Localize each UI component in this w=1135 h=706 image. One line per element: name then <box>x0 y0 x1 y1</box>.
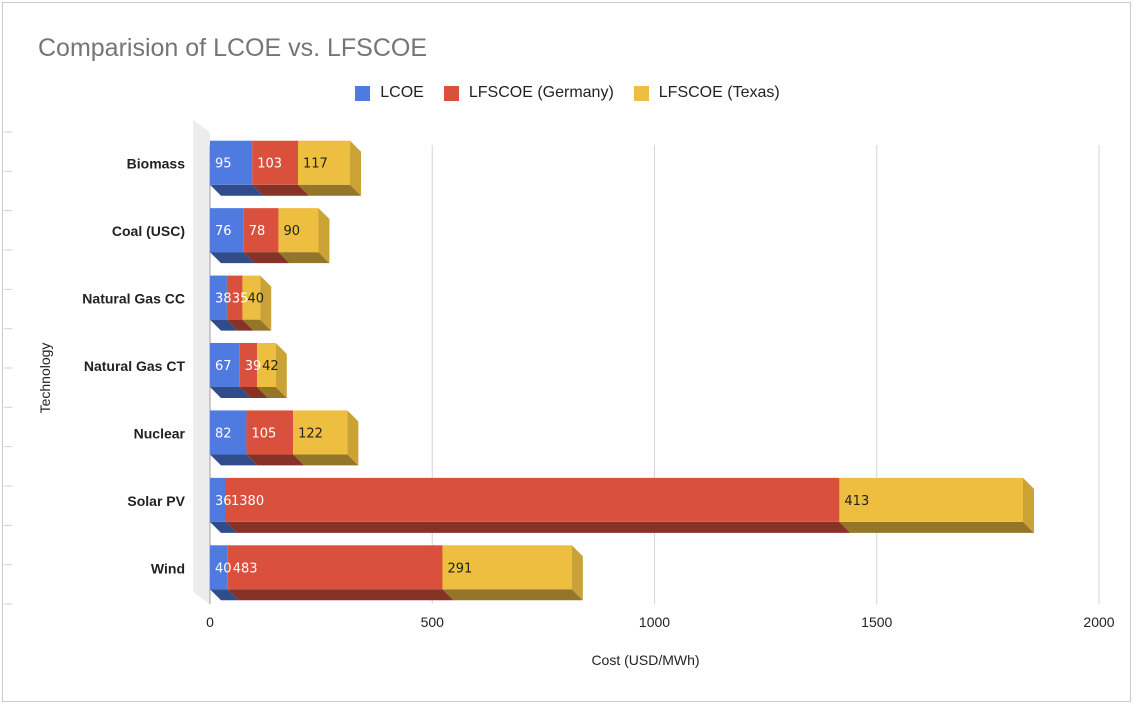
data-label-solar-pv-lfscoe-germany: 1380 <box>231 494 264 509</box>
bar-bottom-nuclear-lcoe <box>210 454 258 466</box>
bar-bottom-biomass-lfscoe-germany <box>252 184 310 196</box>
category-label-nuclear: Nuclear <box>134 425 186 441</box>
data-label-biomass-lfscoe-germany: 103 <box>257 157 282 172</box>
bar-bottom-wind-lcoe <box>210 589 239 601</box>
data-label-nuclear-lfscoe-germany: 105 <box>251 426 276 441</box>
x-tick-label-1000: 1000 <box>639 614 670 630</box>
bar-bottom-natural-gas-ct-lfscoe-germany <box>239 387 269 398</box>
plot-side-wall <box>193 120 210 604</box>
bar-natural-gas-cc-lfscoe-texas <box>242 275 261 320</box>
data-label-wind-lfscoe-texas: 291 <box>447 561 472 576</box>
bar-wind-lcoe <box>210 545 228 590</box>
bar-bottom-wind-lfscoe-texas <box>442 589 583 601</box>
bar-bottom-natural-gas-ct-lfscoe-texas <box>257 387 287 398</box>
legend-item-lfscoe-texas: LFSCOE (Texas) <box>633 84 780 102</box>
bar-natural-gas-ct-lfscoe-texas <box>257 343 276 387</box>
bar-bottom-wind-lfscoe-germany <box>227 589 454 601</box>
bar-nuclear-lfscoe-germany <box>246 410 294 455</box>
category-label-solar-pv: Solar PV <box>127 493 185 509</box>
data-label-coal-usc-lcoe: 76 <box>215 224 232 239</box>
category-label-coal-usc: Coal (USC) <box>112 223 185 239</box>
data-label-biomass-lcoe: 95 <box>215 157 232 172</box>
legend-item-lcoe: LCOE <box>355 84 424 102</box>
bar-bottom-nuclear-lfscoe-texas <box>293 454 359 466</box>
data-label-natural-gas-ct-lcoe: 67 <box>215 359 232 374</box>
category-label-wind: Wind <box>151 560 185 576</box>
bar-end-solar-pv <box>1022 477 1034 533</box>
data-label-natural-gas-ct-lfscoe-texas: 42 <box>262 359 279 374</box>
bar-bottom-coal-usc-lcoe <box>210 252 255 264</box>
bar-nuclear-lfscoe-texas <box>293 410 348 455</box>
bar-end-coal-usc <box>318 208 330 264</box>
bar-natural-gas-cc-lcoe <box>210 275 227 320</box>
bar-bottom-coal-usc-lfscoe-germany <box>243 252 290 264</box>
bar-end-nuclear <box>347 410 359 466</box>
data-label-nuclear-lfscoe-texas: 122 <box>298 426 323 441</box>
data-label-biomass-lfscoe-texas: 117 <box>303 157 328 172</box>
bar-solar-pv-lfscoe-germany <box>226 477 840 522</box>
chart-title: Comparision of LCOE vs. LFSCOE <box>38 34 428 62</box>
bar-bottom-biomass-lfscoe-texas <box>298 184 362 196</box>
bar-natural-gas-ct-lcoe <box>210 343 240 387</box>
x-tick-label-1500: 1500 <box>861 614 892 630</box>
bar-bottom-biomass-lcoe <box>210 184 264 196</box>
data-label-wind-lfscoe-germany: 483 <box>233 561 258 576</box>
bar-bottom-nuclear-lfscoe-germany <box>246 454 305 466</box>
data-label-natural-gas-cc-lfscoe-texas: 40 <box>247 292 264 307</box>
x-axis-title: Cost (USD/MWh) <box>591 652 699 668</box>
data-label-coal-usc-lfscoe-germany: 78 <box>249 224 266 239</box>
bar-bottom-solar-pv-lfscoe-texas <box>839 521 1034 533</box>
category-label-biomass: Biomass <box>127 156 186 172</box>
bar-bottom-natural-gas-cc-lfscoe-germany <box>226 319 254 331</box>
bar-bottom-coal-usc-lfscoe-texas <box>278 252 330 264</box>
bar-bottom-solar-pv-lcoe <box>210 521 238 533</box>
bar-nuclear-lcoe <box>210 410 247 455</box>
bar-bottom-solar-pv-lfscoe-germany <box>226 521 851 533</box>
bar-coal-usc-lfscoe-germany <box>243 208 279 253</box>
bar-wind-lfscoe-germany <box>227 545 443 590</box>
bar-biomass-lcoe <box>210 140 253 185</box>
bar-end-natural-gas-ct <box>275 343 287 398</box>
bar-coal-usc-lfscoe-texas <box>278 208 319 253</box>
category-label-natural-gas-cc: Natural Gas CC <box>82 291 185 307</box>
bar-end-natural-gas-cc <box>260 275 272 331</box>
x-tick-label-500: 500 <box>421 614 445 630</box>
legend-item-lfscoe-germany: LFSCOE (Germany) <box>443 84 614 102</box>
data-label-solar-pv-lfscoe-texas: 413 <box>844 494 869 509</box>
chart-legend: LCOE LFSCOE (Germany) LFSCOE (Texas) <box>0 84 1135 102</box>
data-label-natural-gas-cc-lcoe: 38 <box>215 292 232 307</box>
legend-label-lfscoe-germany: LFSCOE (Germany) <box>468 84 614 101</box>
bar-bottom-natural-gas-cc-lfscoe-texas <box>242 319 272 331</box>
bar-solar-pv-lfscoe-texas <box>839 477 1023 522</box>
bar-biomass-lfscoe-germany <box>252 140 299 185</box>
legend-swatch-lfscoe-texas <box>633 85 649 101</box>
bar-natural-gas-cc-lfscoe-germany <box>226 275 243 320</box>
bar-natural-gas-ct-lfscoe-germany <box>239 343 258 387</box>
bar-end-wind <box>571 545 583 601</box>
y-axis-title: Technology <box>37 343 53 414</box>
bar-end-biomass <box>350 140 362 196</box>
data-label-natural-gas-ct-lfscoe-germany: 39 <box>245 359 262 374</box>
bar-solar-pv-lcoe <box>210 477 227 522</box>
data-label-natural-gas-cc-lfscoe-germany: 35 <box>232 292 249 307</box>
legend-label-lfscoe-texas: LFSCOE (Texas) <box>658 84 780 101</box>
x-tick-label-2000: 2000 <box>1083 614 1114 630</box>
bar-bottom-natural-gas-ct-lcoe <box>210 387 251 398</box>
category-label-natural-gas-ct: Natural Gas CT <box>84 358 186 374</box>
data-label-solar-pv-lcoe: 36 <box>215 494 232 509</box>
bar-coal-usc-lcoe <box>210 208 244 253</box>
bar-biomass-lfscoe-texas <box>298 140 351 185</box>
bar-wind-lfscoe-texas <box>442 545 572 590</box>
data-label-coal-usc-lfscoe-texas: 90 <box>283 224 300 239</box>
x-tick-label-0: 0 <box>206 614 214 630</box>
data-label-nuclear-lcoe: 82 <box>215 426 232 441</box>
bar-bottom-natural-gas-cc-lcoe <box>210 319 238 331</box>
legend-swatch-lfscoe-germany <box>443 85 459 101</box>
legend-label-lcoe: LCOE <box>380 84 424 101</box>
data-label-wind-lcoe: 40 <box>215 561 232 576</box>
legend-swatch-lcoe <box>355 85 371 101</box>
